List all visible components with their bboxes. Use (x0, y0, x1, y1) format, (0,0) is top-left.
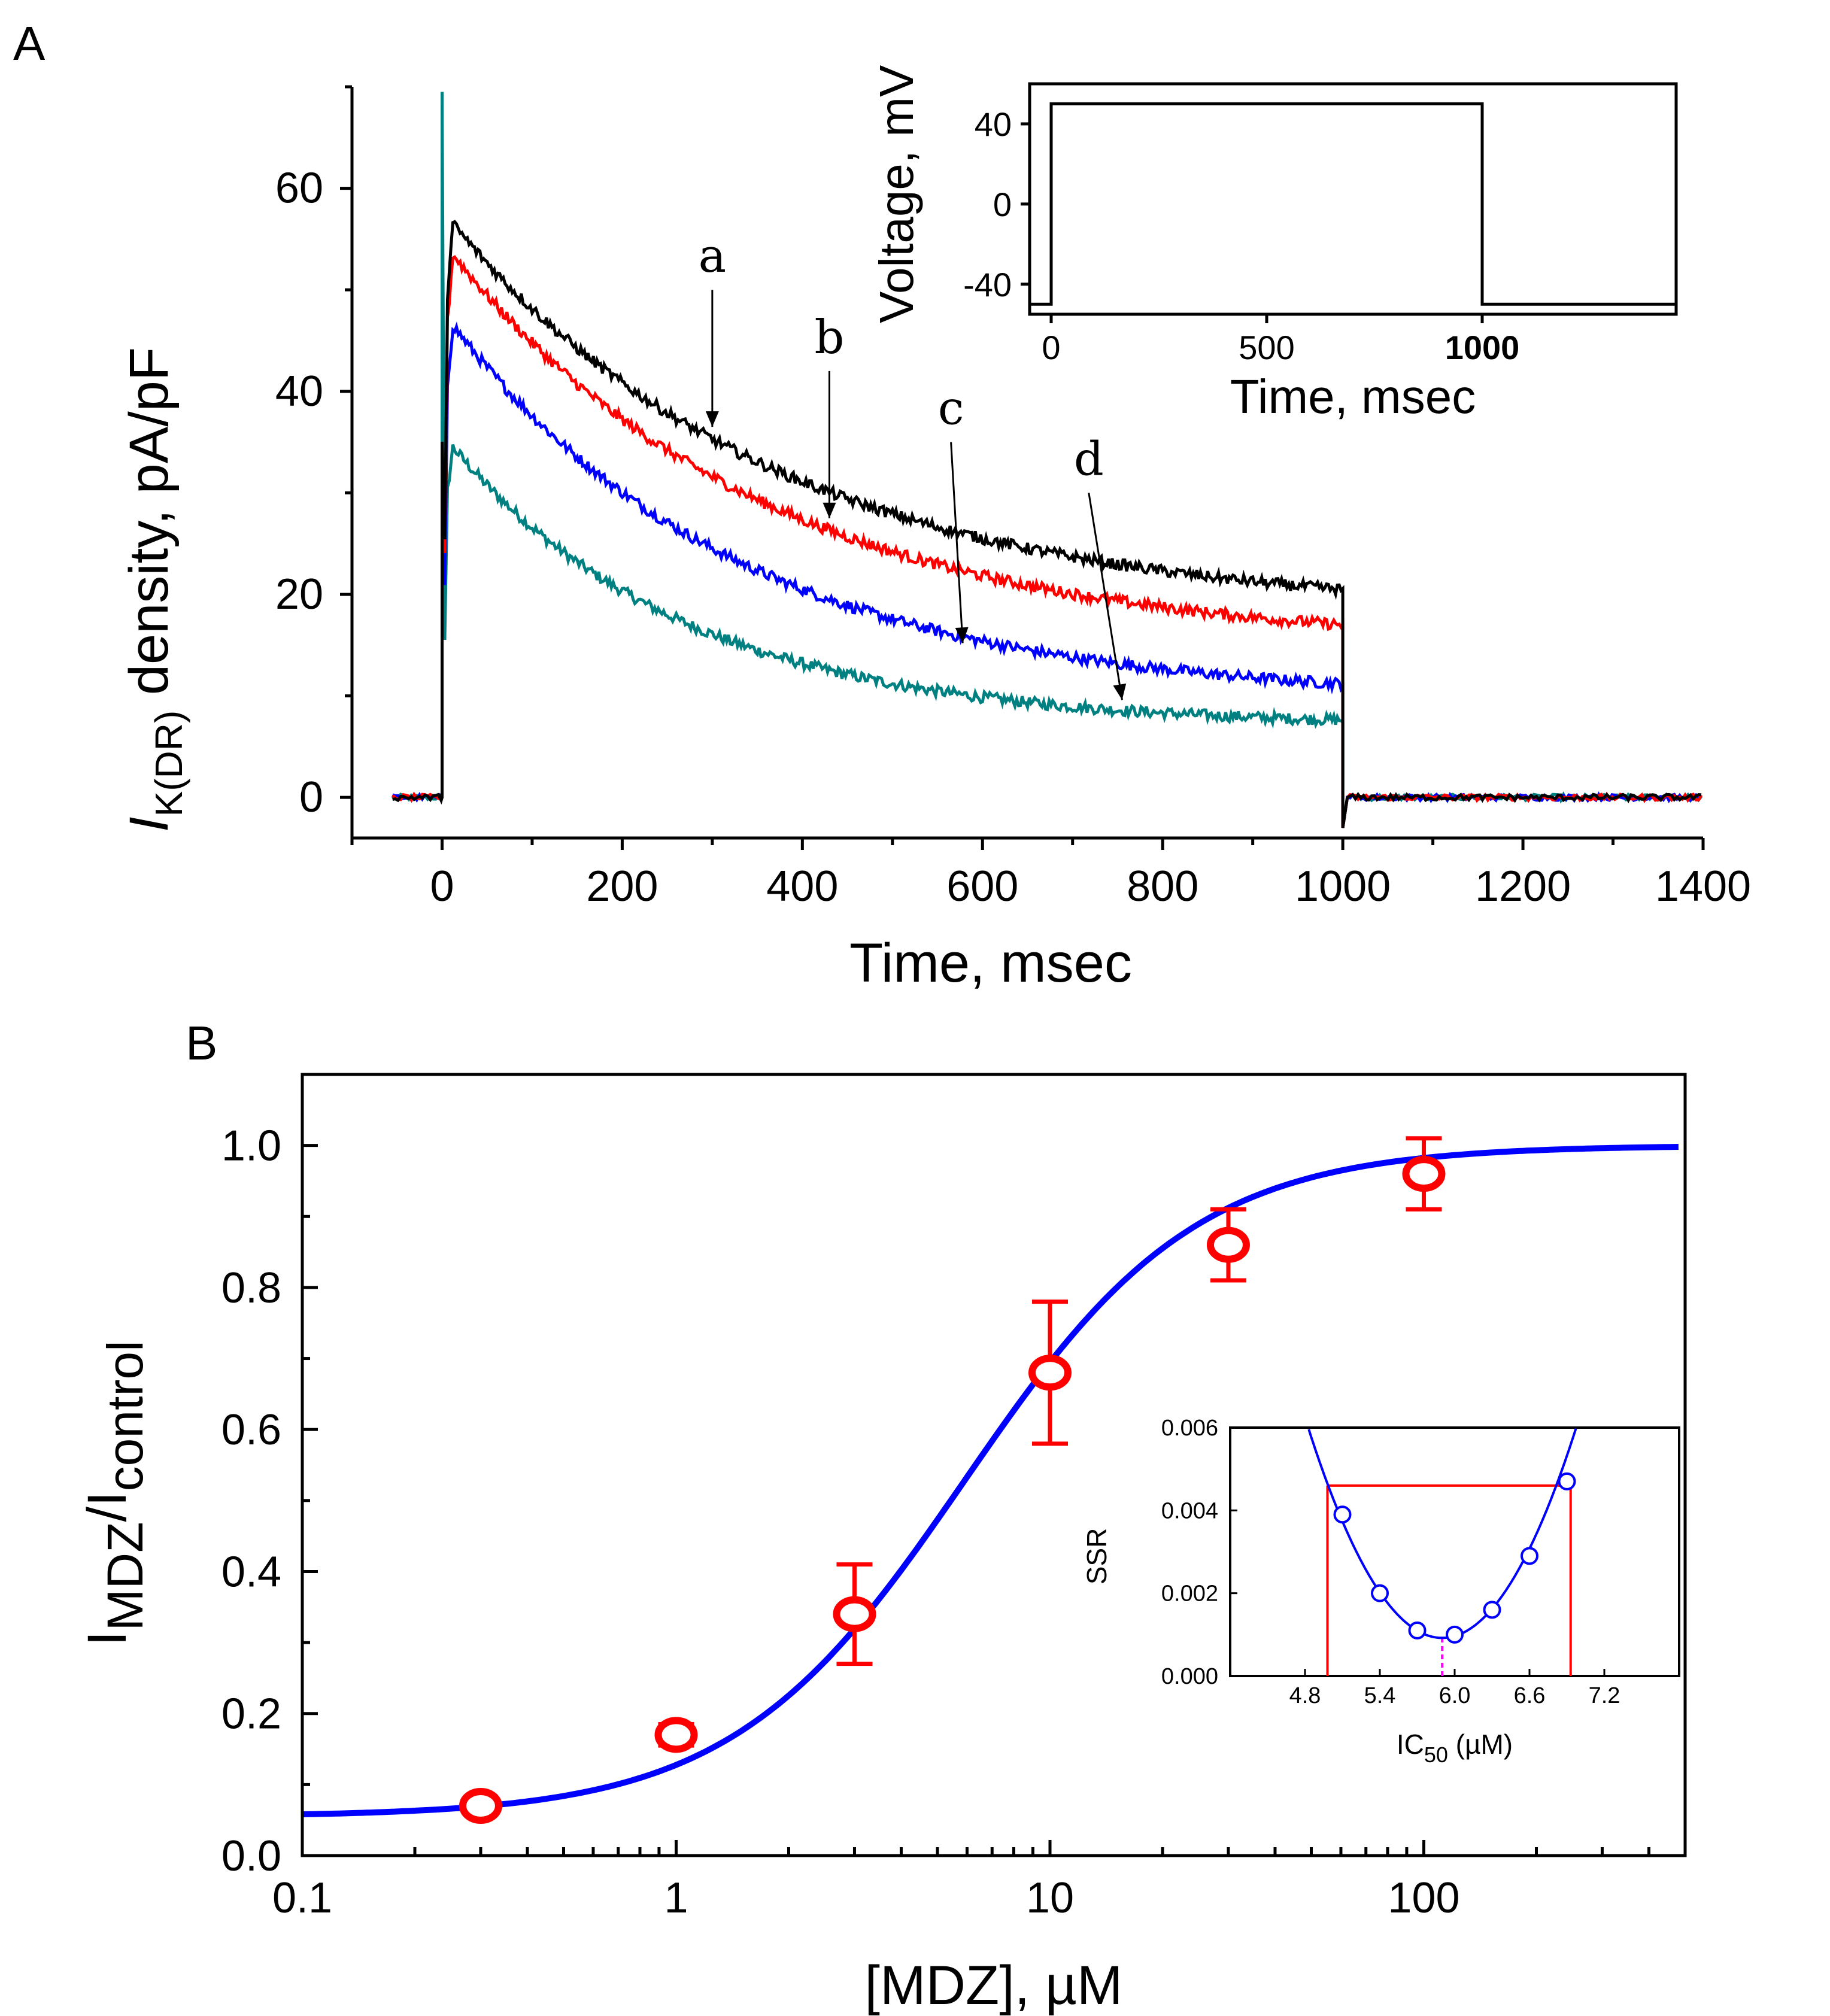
panel-a-inset-frame (1028, 82, 1678, 316)
panel-a-inset: 0 500 1000 -40 0 40 Time, msec Voltage, mV (870, 65, 1678, 423)
data-marker (1028, 1355, 1072, 1391)
data-point (833, 1562, 876, 1666)
panel-a-x-label: Time, msec (849, 933, 1132, 994)
panel-b-inset-ticks: 4.8 5.4 6.0 6.6 7.2 0.000 0.002 0.004 0.006 (1161, 1416, 1620, 1708)
panel-b-x-tick-label: 10 (1026, 1874, 1074, 1922)
inset-b-x-tick-label: 4.8 (1289, 1683, 1321, 1708)
inset-a-x-tick-label: 0 (1042, 329, 1060, 366)
panel-b-inset-x-label: IC50 (µM) (1397, 1729, 1513, 1767)
annotation-label-d: d (1074, 432, 1104, 486)
annotation-arrow-d (1088, 493, 1123, 700)
panel-b-y-tick-label: 0.8 (221, 1264, 281, 1312)
annotation-arrowhead-a (705, 411, 719, 427)
panel-b-x-tick-label: 100 (1388, 1874, 1459, 1922)
inset-b-x-tick-label: 6.0 (1439, 1683, 1471, 1708)
inset-b-point (1521, 1547, 1538, 1565)
panel-b-y-tick-label: 0.0 (221, 1832, 281, 1880)
panel-b-x-tick-label: 0.1 (272, 1874, 332, 1922)
inset-b-x-tick-label: 6.6 (1514, 1683, 1546, 1708)
inset-b-x-tick-label: 5.4 (1364, 1683, 1396, 1708)
inset-a-y-tick-label: -40 (963, 266, 1012, 303)
panel-b-y-tick-label: 1.0 (221, 1122, 281, 1170)
panel-a-x-tick-label: 1200 (1475, 863, 1571, 910)
panel-b-y-tick-label: 0.4 (221, 1548, 281, 1596)
inset-b-point (1371, 1584, 1389, 1602)
inset-a-x-tick-label: 500 (1239, 329, 1294, 366)
trace-d (392, 92, 1702, 828)
annotation-arrow-c (950, 442, 964, 643)
annotation-label-a: a (699, 229, 727, 283)
panel-a-x-tick-label: 200 (586, 863, 658, 910)
panel-b-inset-confidence-lines (1326, 1484, 1572, 1676)
inset-b-y-tick-label: 0.006 (1161, 1416, 1218, 1441)
panel-a-annotations: a b c d (699, 229, 1127, 700)
annotation-arrowhead-d (1113, 683, 1127, 700)
panel-a-y-tick-label: 20 (275, 570, 323, 618)
annotation-label-c: c (938, 382, 964, 436)
panel-a-x-tick-label: 600 (946, 863, 1018, 910)
inset-a-x-tick-label: 1000 (1445, 329, 1520, 366)
panel-b-inset-y-label: SSR (1081, 1528, 1112, 1585)
data-marker (459, 1787, 502, 1824)
panel-a-inset-voltage-step (1030, 102, 1676, 306)
panel-a-inset-ticks: 0 500 1000 -40 0 40 (963, 105, 1519, 366)
annotation-arrowhead-c (955, 627, 969, 643)
panel-a-y-tick-label: 0 (299, 773, 323, 821)
panel-a-x-tick-label: 0 (430, 863, 454, 910)
panel-a-inset-y-label: Voltage, mV (870, 65, 923, 323)
data-point (459, 1787, 502, 1824)
panel-b-frame (301, 1073, 1687, 1857)
panel-b-fit-curve (302, 1144, 1679, 1817)
panel-a-x-tick-label: 400 (766, 863, 838, 910)
annotation-arrowhead-b (823, 502, 836, 518)
panel-a-label: A (13, 17, 45, 70)
inset-a-y-tick-label: 40 (975, 105, 1012, 143)
panel-b-y-tick-label: 0.6 (221, 1406, 281, 1454)
data-marker (1206, 1226, 1250, 1263)
inset-a-y-tick-label: 0 (993, 186, 1012, 223)
data-point (1402, 1136, 1446, 1212)
data-point (1206, 1207, 1250, 1283)
panel-a-y-tick-label: 60 (275, 165, 323, 212)
panel-a-x-tick-label: 1400 (1655, 863, 1751, 910)
inset-b-point (1446, 1625, 1464, 1644)
inset-b-point (1408, 1621, 1427, 1639)
trace-c (392, 321, 1702, 828)
panel-b-y-tick-label: 0.2 (221, 1690, 281, 1738)
panel-a-y-tick-label: 40 (275, 368, 323, 415)
panel-b-label: B (186, 1016, 217, 1070)
inset-b-y-tick-label: 0.002 (1161, 1581, 1218, 1607)
panel-b-inset: 4.8 5.4 6.0 6.6 7.2 0.000 0.002 0.004 0.006 IC50… (1081, 1416, 1680, 1767)
panel-a-y-label: IK(DR) density, pA/pF (119, 347, 190, 832)
panel-b-ticks: 0.1 1 10 100 0.0 0.2 0.4 0.6 0.8 1.0 (221, 1073, 1687, 1922)
data-marker (654, 1717, 698, 1753)
data-point (1028, 1300, 1072, 1446)
panel-b-x-label: [MDZ], µM (864, 1955, 1122, 2016)
panel-a-inset-x-label: Time, msec (1230, 370, 1476, 423)
panel-b-inset-ssr-curve (1307, 1428, 1577, 1639)
annotation-label-b: b (815, 311, 845, 365)
panel-b-inset-points (1333, 1472, 1576, 1644)
trace-b (392, 255, 1703, 828)
panel-b-x-tick-label: 1 (664, 1874, 688, 1922)
data-point (654, 1717, 698, 1753)
inset-b-y-tick-label: 0.000 (1161, 1664, 1218, 1689)
inset-b-point (1558, 1472, 1576, 1490)
data-marker (1402, 1156, 1446, 1192)
data-marker (833, 1596, 876, 1632)
panel-a-x-tick-label: 800 (1127, 863, 1198, 910)
panel-b-points (459, 1136, 1446, 1824)
panel-a-series (392, 92, 1703, 828)
inset-b-x-tick-label: 7.2 (1589, 1683, 1620, 1708)
inset-b-y-tick-label: 0.004 (1161, 1498, 1218, 1523)
trace-a (392, 220, 1702, 828)
inset-b-point (1333, 1505, 1352, 1524)
inset-b-point (1483, 1601, 1501, 1619)
panel-a-x-tick-label: 1000 (1295, 863, 1391, 910)
panel-b-y-label: IMDZ/Icontrol (77, 1340, 153, 1646)
panel-b-chart: 0.1 1 10 100 0.0 0.2 0.4 0.6 0.8 1.0 [MDZ], µM IM… (77, 1073, 1687, 2016)
